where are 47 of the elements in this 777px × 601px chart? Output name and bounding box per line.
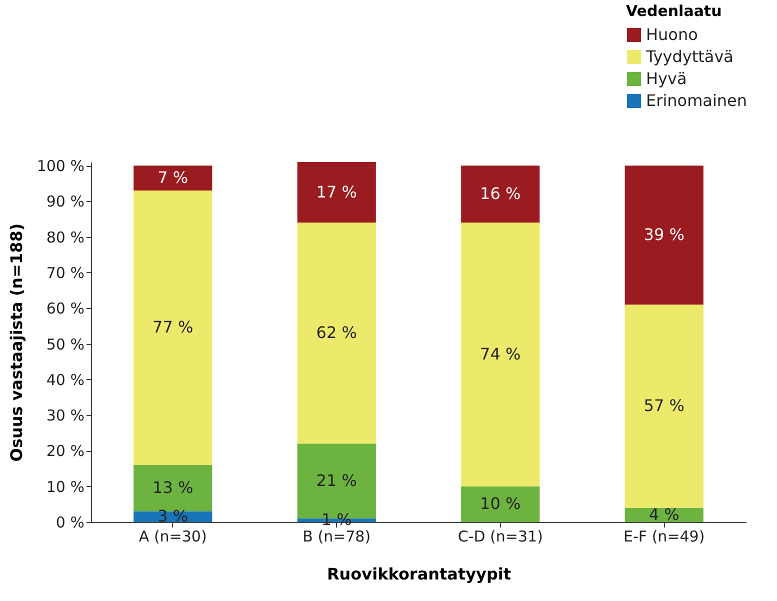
data-label: 74 % — [480, 344, 521, 364]
x-tick-label: C-D (n=31) — [458, 528, 543, 546]
y-tick-label: 30 % — [46, 406, 84, 425]
y-tick-label: 10 % — [46, 478, 84, 496]
data-label: 17 % — [316, 182, 357, 202]
bar — [134, 166, 212, 191]
y-axis-title: Osuus vastaajista (n=188) — [6, 223, 26, 462]
y-tick-label: 40 % — [46, 370, 84, 389]
data-label: 1 % — [321, 510, 352, 530]
bar — [297, 222, 376, 444]
bar — [297, 162, 376, 223]
bar — [624, 166, 704, 305]
data-label: 13 % — [152, 478, 194, 498]
legend-label: Huono — [646, 25, 698, 44]
y-tick-label: 90 % — [46, 192, 84, 211]
data-label: 7 % — [158, 168, 188, 188]
x-axis-title: Ruovikkorantatyypit — [326, 564, 512, 584]
bar — [624, 508, 704, 522]
bar — [134, 190, 212, 465]
data-label: 39 % — [644, 225, 684, 244]
y-tick-label: 100 % — [36, 157, 84, 176]
legend-label: Erinomainen — [646, 91, 748, 110]
y-tick-label: 20 % — [46, 442, 84, 460]
x-tick-label: E-F (n=49) — [624, 528, 705, 546]
x-tick-label: B (n=78) — [302, 528, 371, 546]
y-tick-label: 60 % — [46, 300, 84, 318]
data-label: 62 % — [316, 323, 357, 342]
data-label: 77 % — [152, 318, 194, 337]
data-label: 16 % — [480, 184, 521, 204]
y-tick-label: 70 % — [46, 264, 84, 282]
data-label: 3 % — [158, 506, 188, 526]
bar — [461, 486, 540, 522]
bar — [461, 166, 540, 223]
legend-label: Hyvä — [646, 69, 687, 88]
y-tick-label: 80 % — [46, 228, 84, 246]
data-label: 57 % — [644, 396, 684, 416]
legend-label: Tyydyttävä — [645, 47, 734, 66]
data-label: 10 % — [480, 494, 521, 514]
y-tick-label: 50 % — [46, 335, 84, 354]
data-label: 21 % — [316, 471, 357, 490]
legend-title: Vedenlaatu — [626, 2, 722, 20]
bar — [624, 304, 704, 508]
data-label: 4 % — [648, 504, 680, 524]
y-tick-label: 0 % — [56, 514, 84, 532]
bar — [461, 222, 540, 486]
bar — [134, 464, 212, 512]
x-tick-label: A (n=30) — [138, 528, 207, 546]
